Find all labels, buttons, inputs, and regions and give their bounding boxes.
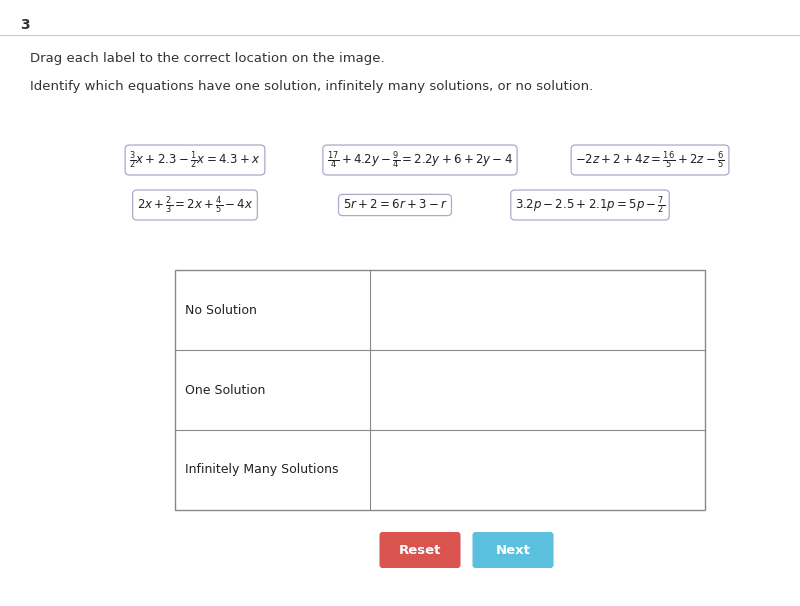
Text: Reset: Reset	[399, 544, 441, 556]
Text: $2x+\frac{2}{3} = 2x+\frac{4}{5}-4x$: $2x+\frac{2}{3} = 2x+\frac{4}{5}-4x$	[137, 194, 254, 216]
Text: 3: 3	[20, 18, 30, 32]
Text: $\frac{3}{2}x+2.3-\frac{1}{2}x = 4.3+x$: $\frac{3}{2}x+2.3-\frac{1}{2}x = 4.3+x$	[130, 149, 261, 171]
Text: Infinitely Many Solutions: Infinitely Many Solutions	[185, 464, 338, 476]
Text: $5r+2 = 6r+3-r$: $5r+2 = 6r+3-r$	[342, 199, 447, 211]
Bar	[175, 270, 705, 510]
FancyBboxPatch shape	[473, 532, 554, 568]
Text: Drag each label to the correct location on the image.: Drag each label to the correct location …	[30, 52, 385, 65]
Text: One Solution: One Solution	[185, 384, 266, 396]
Text: $\frac{17}{4}+4.2y-\frac{9}{4} = 2.2y+6+2y-4$: $\frac{17}{4}+4.2y-\frac{9}{4} = 2.2y+6+…	[327, 149, 513, 171]
FancyBboxPatch shape	[379, 532, 461, 568]
Text: $-2z+2+4z = \frac{16}{5}+2z-\frac{6}{5}$: $-2z+2+4z = \frac{16}{5}+2z-\frac{6}{5}$	[575, 149, 725, 171]
Text: $3.2p-2.5+2.1p = 5p-\frac{7}{2}$: $3.2p-2.5+2.1p = 5p-\frac{7}{2}$	[515, 194, 665, 216]
Text: Next: Next	[495, 544, 530, 556]
Text: No Solution: No Solution	[185, 304, 257, 316]
Text: Identify which equations have one solution, infinitely many solutions, or no sol: Identify which equations have one soluti…	[30, 80, 594, 93]
